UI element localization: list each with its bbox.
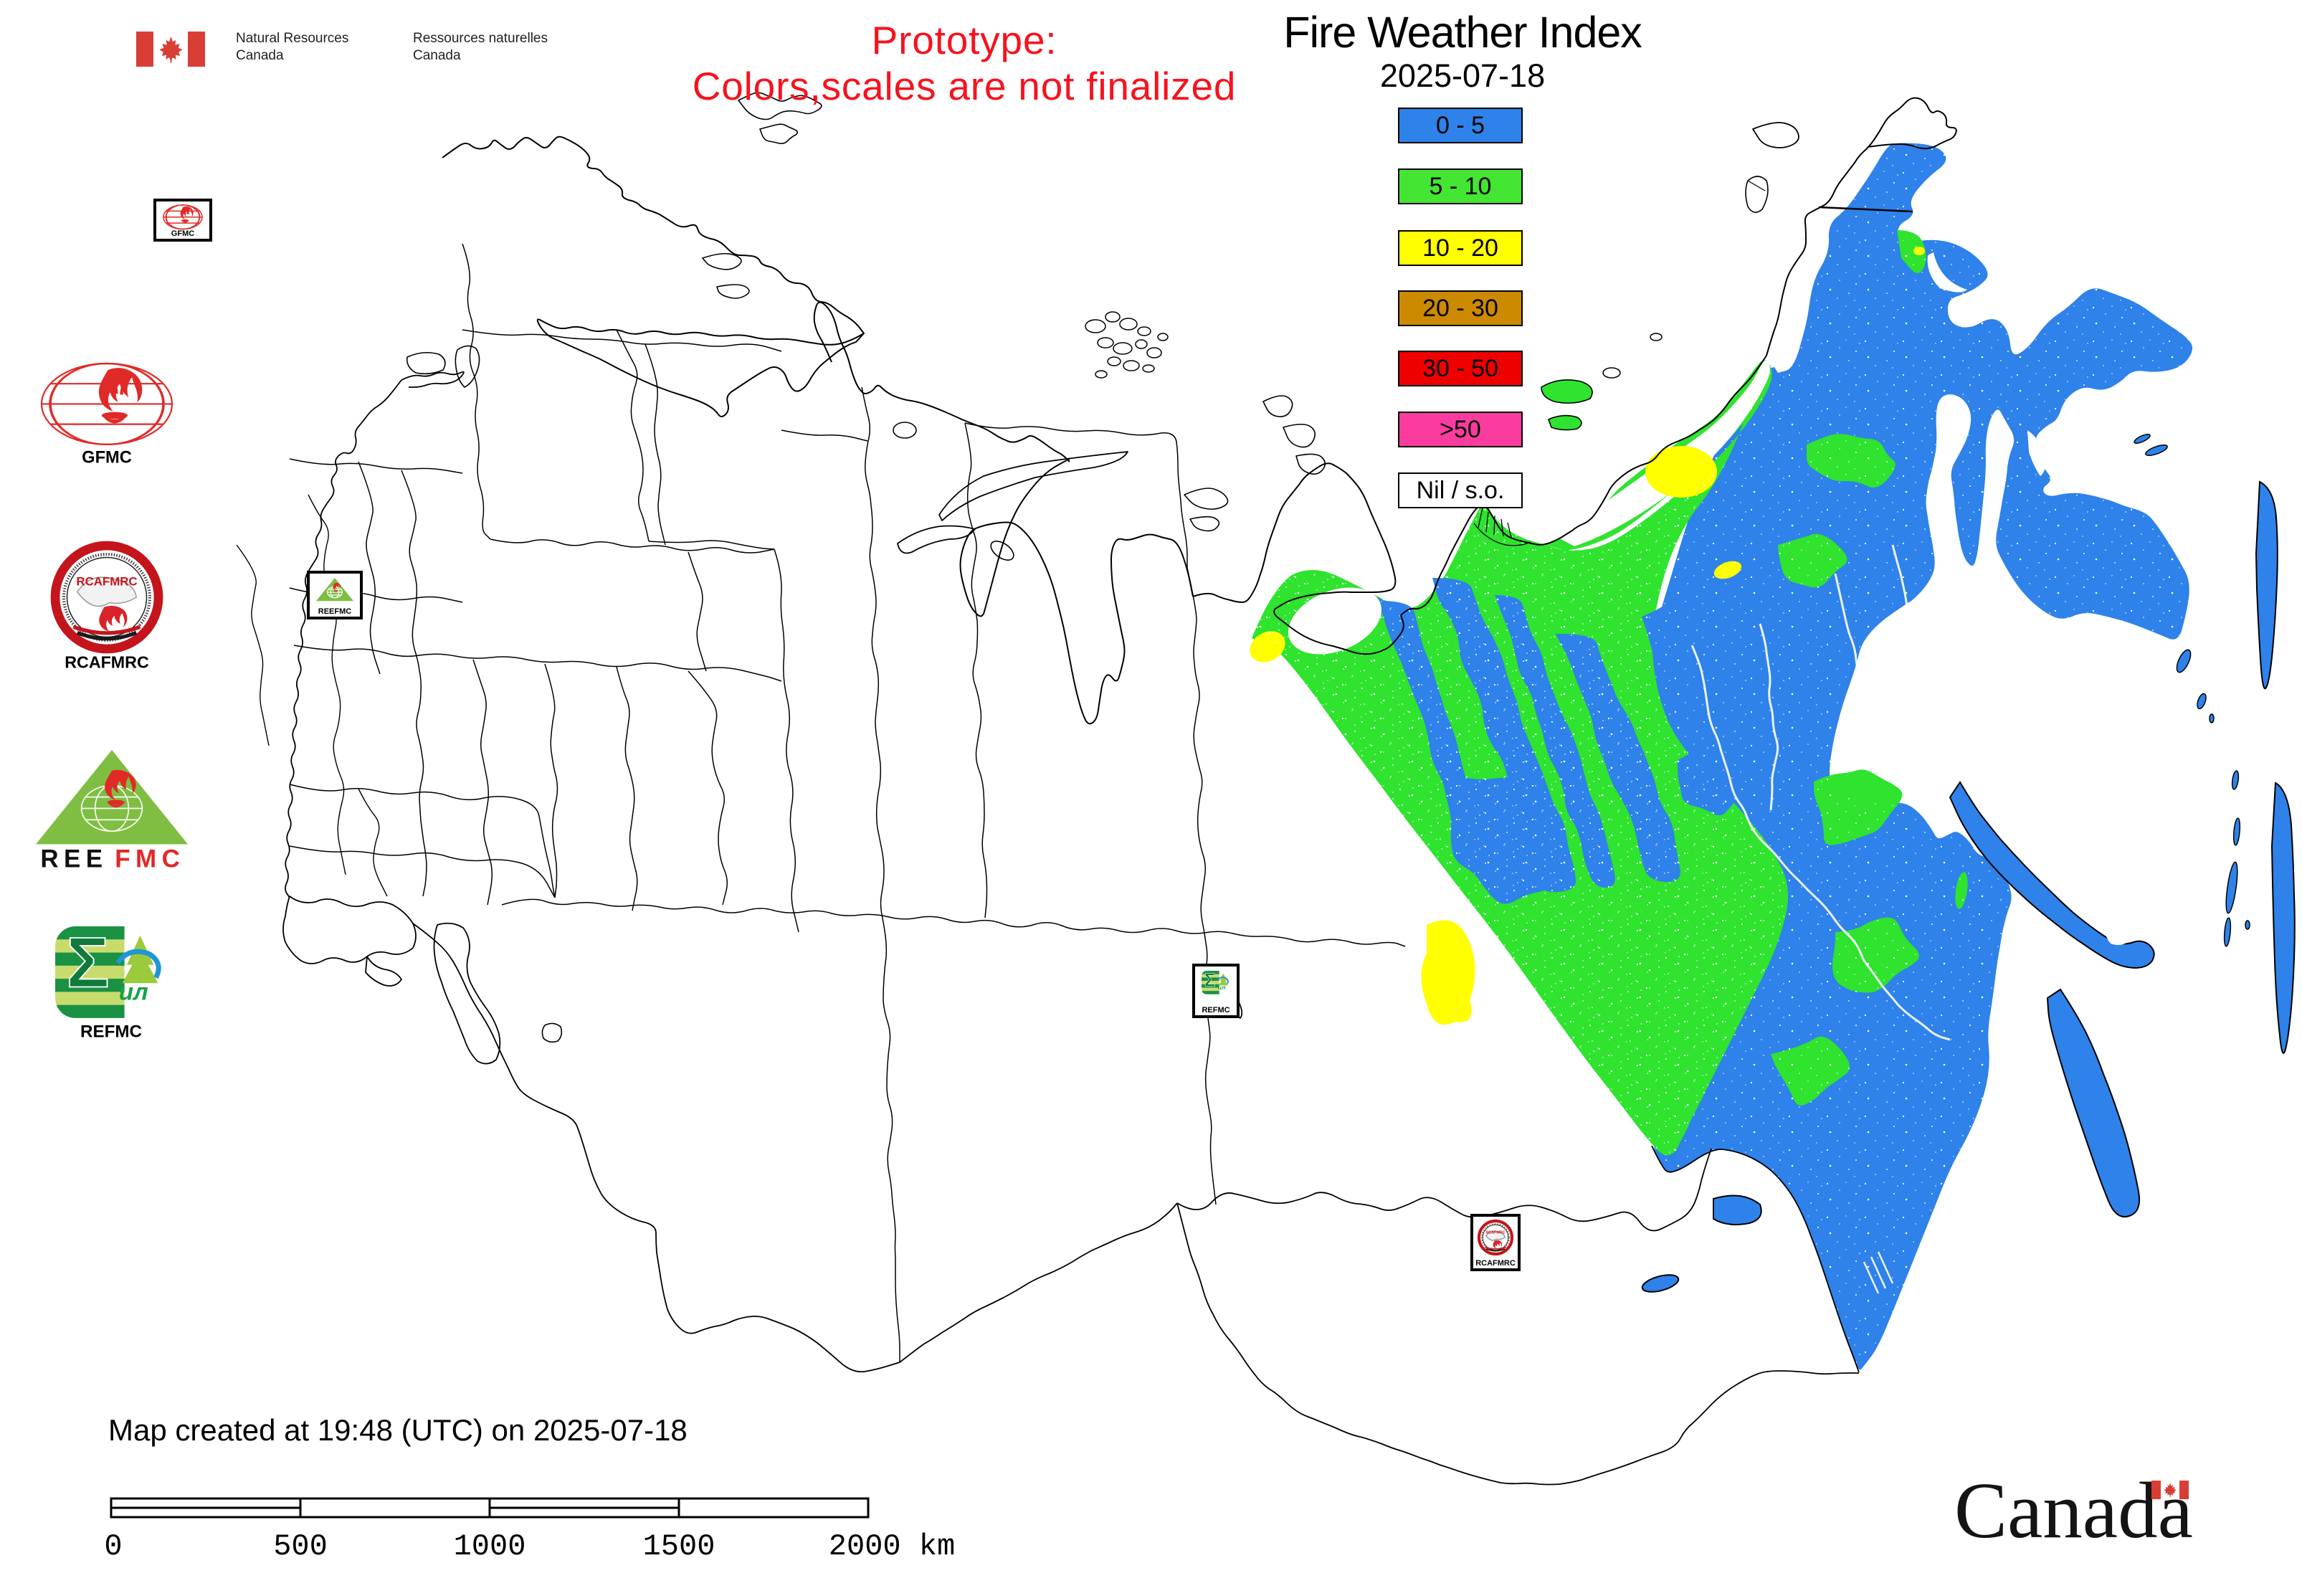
- svg-text:RCAFMRC: RCAFMRC: [65, 652, 149, 671]
- svg-text:500: 500: [273, 1529, 328, 1564]
- svg-text:RCAFMRC: RCAFMRC: [1485, 1231, 1505, 1235]
- svg-text:RCAFMRC: RCAFMRC: [1475, 1259, 1516, 1268]
- svg-text:1500: 1500: [643, 1529, 715, 1564]
- svg-text:RCAFMRC: RCAFMRC: [76, 575, 137, 589]
- svg-text:ил: ил: [1218, 984, 1226, 991]
- svg-text:0: 0: [104, 1529, 122, 1564]
- svg-text:Σ: Σ: [67, 923, 110, 1002]
- svg-text:REFMC: REFMC: [80, 1022, 142, 1041]
- svg-text:REEFMC: REEFMC: [318, 607, 352, 616]
- svg-text:FMC: FMC: [115, 845, 185, 873]
- svg-text:GFMC: GFMC: [171, 229, 194, 238]
- svg-text:1000: 1000: [454, 1529, 526, 1564]
- svg-text:GFMC: GFMC: [82, 448, 132, 467]
- svg-text:2000 km: 2000 km: [829, 1529, 955, 1564]
- svg-text:REE: REE: [40, 845, 108, 873]
- svg-text:Σ: Σ: [1204, 971, 1215, 991]
- svg-text:ил: ил: [119, 979, 148, 1005]
- svg-text:REFMC: REFMC: [1202, 1006, 1230, 1015]
